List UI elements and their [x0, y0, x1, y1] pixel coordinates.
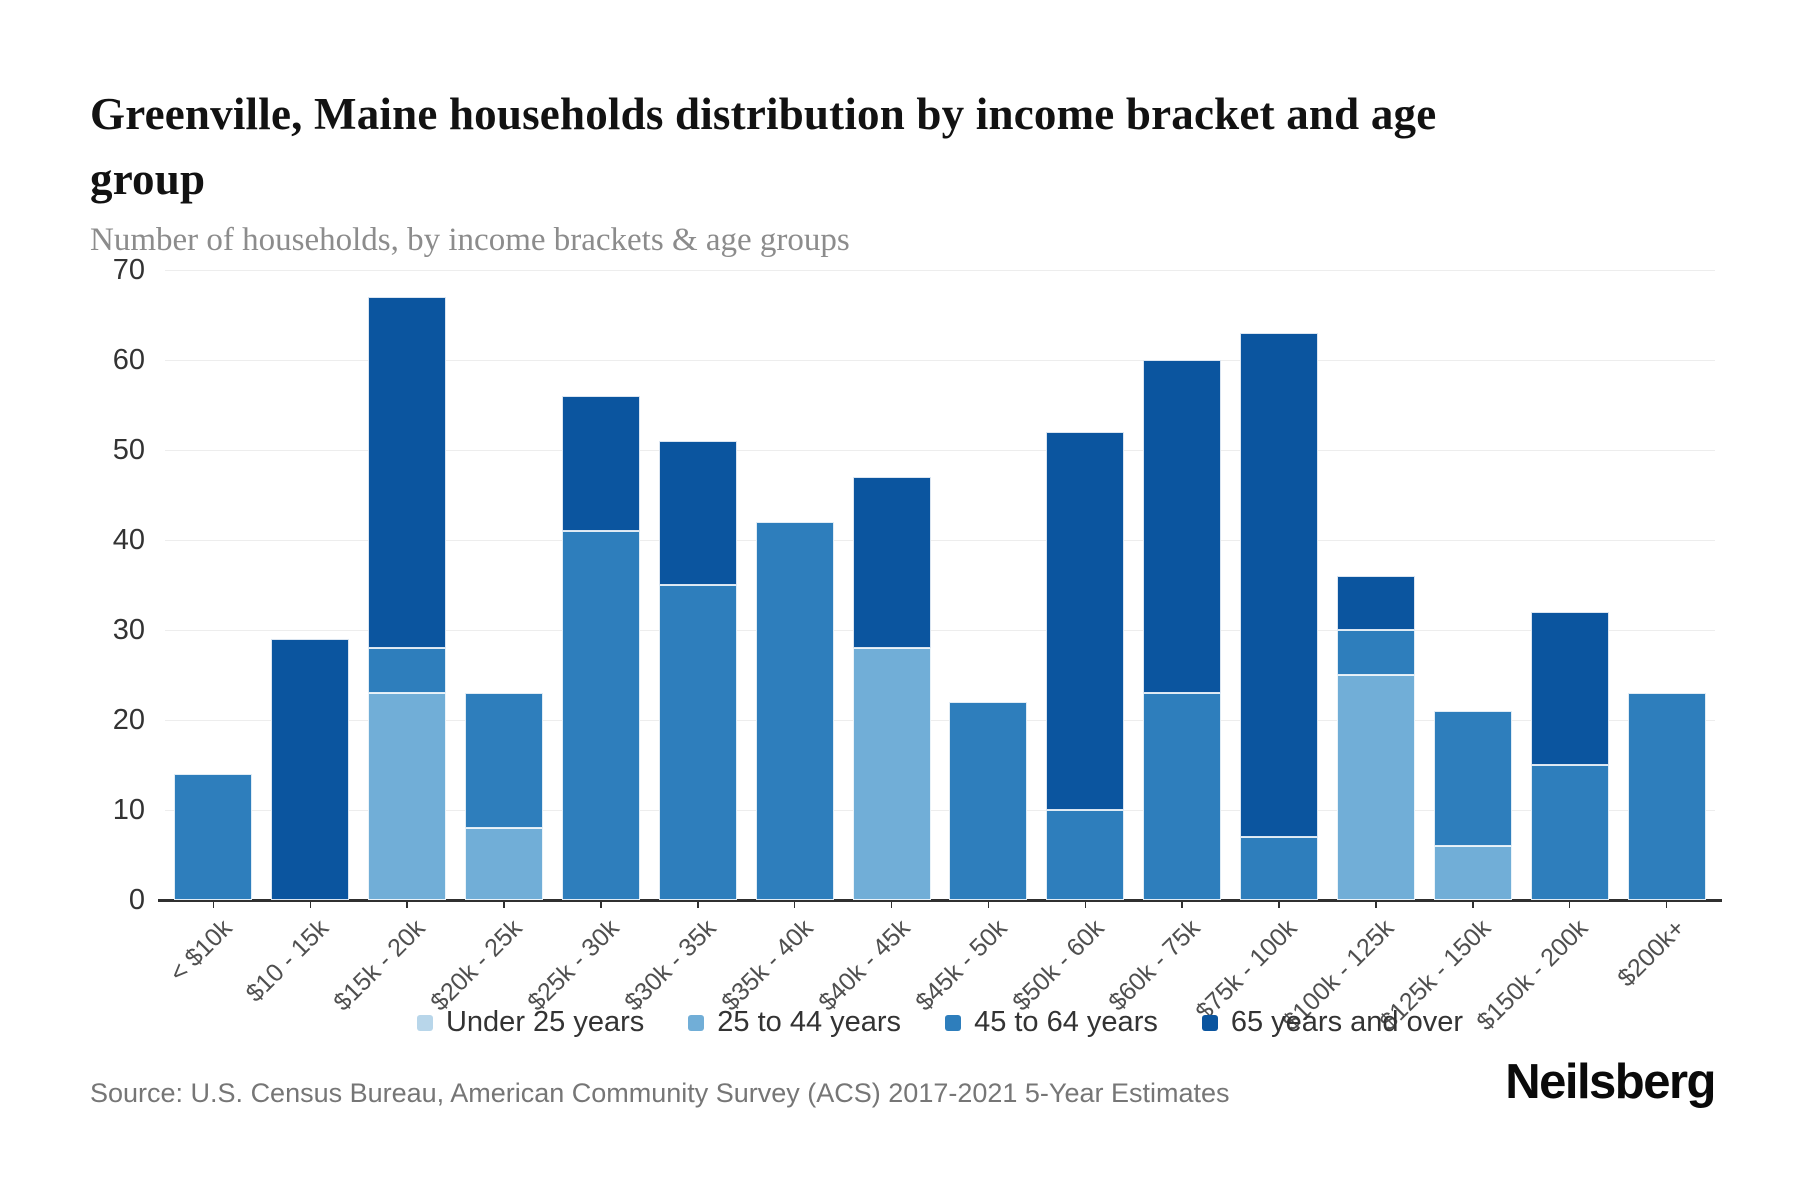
x-axis-category-label: $50k - 60k [1006, 914, 1110, 1017]
y-axis-tick-label: 0 [128, 884, 145, 916]
x-axis-tick [503, 900, 505, 908]
bar-segment[interactable] [368, 648, 447, 693]
x-axis-category-label: $20k - 25k [425, 914, 528, 1017]
bar-segment[interactable] [1627, 693, 1706, 900]
x-axis-tick [987, 900, 990, 908]
x-axis-tick [1472, 900, 1474, 908]
y-axis-tick-label: 20 [112, 704, 145, 736]
bar-segment[interactable] [1240, 837, 1319, 900]
legend-item[interactable]: 45 to 64 years [945, 1006, 1158, 1039]
x-axis-tick [697, 900, 699, 908]
bar-segment[interactable] [1530, 765, 1609, 900]
chart-title: Greenville, Maine households distributio… [90, 89, 1437, 205]
legend: Under 25 years 25 to 44 years 45 to 64 yea… [165, 1006, 1715, 1039]
x-axis-category-label: $35k - 40k [716, 914, 819, 1017]
x-axis-tick [1084, 900, 1087, 908]
bar-segment[interactable] [1143, 693, 1222, 900]
x-axis-tick [309, 900, 312, 908]
bar-segment[interactable] [852, 477, 931, 648]
gridline [165, 269, 1715, 271]
x-axis-category-label: $30k - 35k [619, 914, 722, 1017]
x-axis-tick [1665, 900, 1668, 908]
x-axis-tick [1181, 900, 1183, 908]
legend-label: Under 25 years [445, 1006, 645, 1038]
x-axis-line [158, 899, 1722, 902]
x-axis-tick [793, 900, 796, 908]
x-axis-tick [600, 900, 602, 908]
legend-label: 25 to 44 years [717, 1006, 902, 1038]
x-axis-category-label: $45k - 50k [909, 914, 1013, 1017]
x-axis-tick [406, 900, 408, 908]
bar-segment[interactable] [1240, 333, 1319, 837]
legend-item[interactable]: 25 to 44 years [688, 1006, 901, 1039]
x-axis-tick [1278, 900, 1280, 908]
bar-segment[interactable] [1530, 612, 1609, 765]
neilsberg-logo: Neilsberg [1505, 1055, 1716, 1109]
bar-segment[interactable] [1336, 675, 1415, 900]
bar-segment[interactable] [465, 693, 544, 828]
bar-segment[interactable] [1336, 576, 1415, 630]
legend-swatch-icon [945, 1014, 962, 1031]
legend-swatch-icon [1201, 1014, 1218, 1031]
bar-segment[interactable] [561, 531, 640, 900]
bar-segment[interactable] [368, 693, 447, 900]
bar-segment[interactable] [658, 441, 737, 585]
bar-segment[interactable] [1046, 432, 1125, 810]
legend-swatch-icon [416, 1014, 433, 1031]
gridline [165, 809, 1715, 811]
bar-segment[interactable] [1336, 630, 1415, 675]
legend-label: 45 to 64 years [974, 1006, 1158, 1038]
y-axis-tick-label: 70 [112, 254, 145, 286]
bar-segment[interactable] [561, 396, 640, 531]
legend-label: 65 years and over [1230, 1006, 1464, 1038]
x-axis-tick [1568, 900, 1571, 908]
x-axis-category-label: $10 - 15k [240, 914, 335, 1008]
source-note: Source: U.S. Census Bureau, American Com… [90, 1078, 1230, 1108]
gridline [165, 359, 1715, 361]
plot-area: 0 10 20 30 40 50 60 70 < $10k $10 - 15k $15k - 20k… [113, 255, 1722, 1036]
legend-swatch-icon [688, 1014, 705, 1031]
gridline [165, 719, 1715, 721]
gridline [165, 449, 1715, 451]
bar-segment[interactable] [368, 297, 447, 648]
y-axis-tick-label: 60 [112, 344, 145, 376]
y-axis-tick-label: 50 [112, 434, 145, 466]
bar-segment[interactable] [271, 639, 350, 900]
bar-segment[interactable] [949, 702, 1028, 900]
bar-segment[interactable] [465, 828, 544, 900]
bar-segment[interactable] [1433, 846, 1512, 900]
bar-segment[interactable] [1433, 711, 1512, 846]
x-axis-category-label: $15k - 20k [328, 914, 431, 1017]
bar-segment[interactable] [1143, 360, 1222, 693]
bar-segment[interactable] [174, 774, 253, 900]
x-axis-category-label: $200k+ [1612, 914, 1691, 993]
legend-item[interactable]: 65 years and over [1201, 1006, 1464, 1039]
bar-segment[interactable] [852, 648, 931, 900]
chart-subtitle: Number of households, by income brackets… [90, 222, 850, 258]
x-axis-tick [890, 900, 893, 908]
x-axis-tick [212, 900, 215, 908]
gridline [165, 629, 1715, 631]
bar-segment[interactable] [658, 585, 737, 900]
x-axis-category-label: $60k - 75k [1103, 914, 1206, 1017]
y-axis-tick-label: 30 [112, 614, 145, 646]
x-axis-category-label: < $10k [163, 914, 238, 988]
x-axis-category-label: $25k - 30k [522, 914, 625, 1017]
x-axis-tick [1375, 900, 1377, 908]
y-axis-tick-label: 10 [112, 794, 145, 826]
bar-segment[interactable] [755, 522, 834, 900]
y-axis-tick-label: 40 [112, 524, 145, 556]
gridline [165, 539, 1715, 541]
bar-segment[interactable] [1046, 810, 1125, 900]
x-axis-category-label: $40k - 45k [813, 914, 916, 1017]
legend-item[interactable]: Under 25 years [416, 1006, 645, 1039]
